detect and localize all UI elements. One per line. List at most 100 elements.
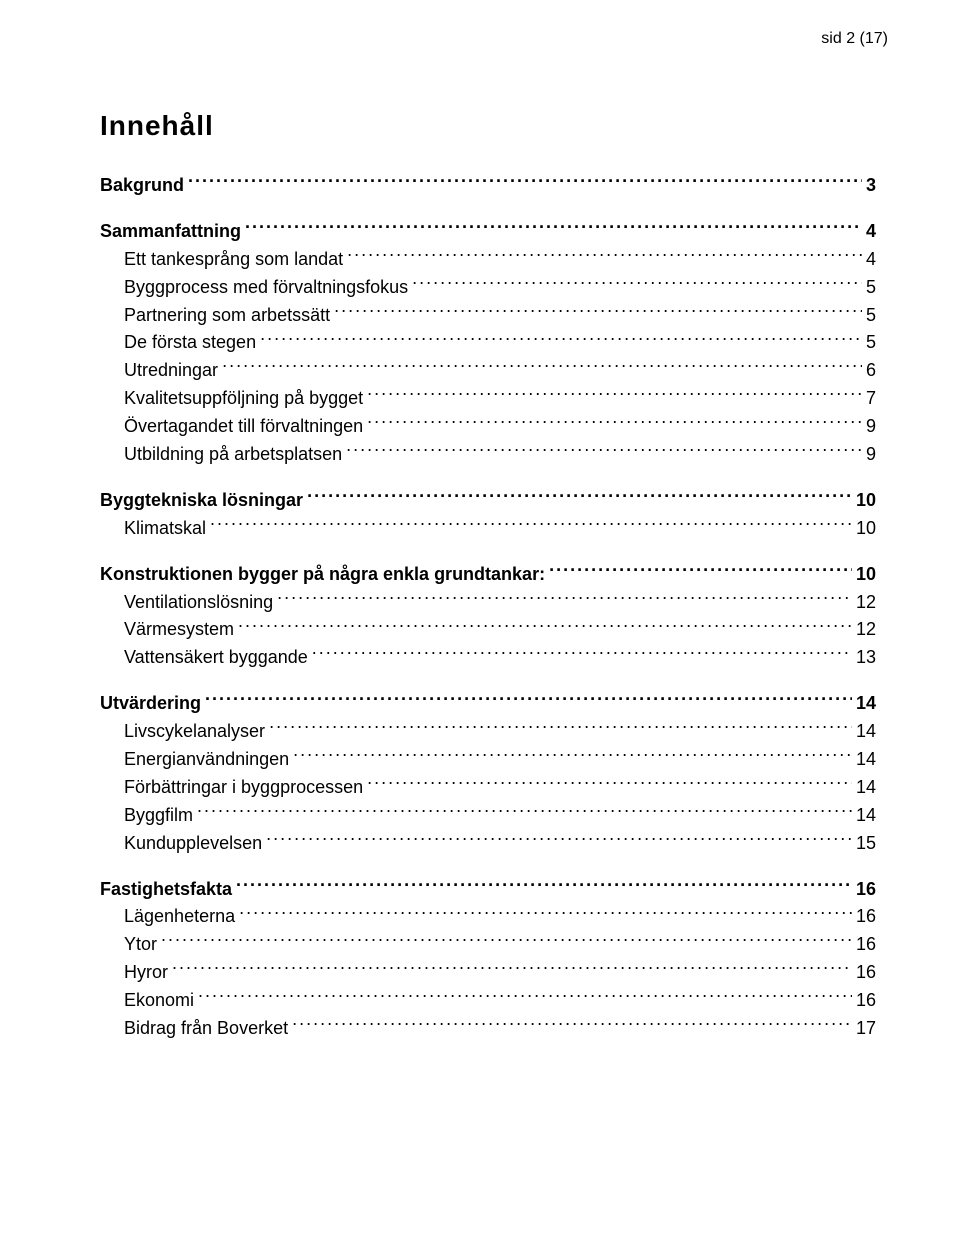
toc-entry: Kundupplevelsen 15 [100,830,876,858]
toc-entry-page: 17 [856,1015,876,1043]
toc-entry-label: Konstruktionen bygger på några enkla gru… [100,561,545,589]
toc-entry-page: 6 [866,357,876,385]
toc-leader-dots [367,775,852,793]
toc-entry-page: 13 [856,644,876,672]
toc-entry: Utvärdering 14 [100,690,876,718]
toc-entry-page: 16 [856,987,876,1015]
toc-entry: Bakgrund 3 [100,172,876,200]
toc-entry-label: Partnering som arbetssätt [124,302,330,330]
toc-leader-dots [266,831,852,849]
toc-entry: Byggtekniska lösningar 10 [100,487,876,515]
toc-entry-label: Kundupplevelsen [124,830,262,858]
toc-entry-label: Utredningar [124,357,218,385]
toc-entry-label: Lägenheterna [124,903,235,931]
toc-entry-label: Bidrag från Boverket [124,1015,288,1043]
toc-entry-label: Energianvändningen [124,746,289,774]
toc-title: Innehåll [100,110,876,142]
toc-entry: Fastighetsfakta 16 [100,876,876,904]
toc-entry-label: Vattensäkert byggande [124,644,308,672]
toc-entry: Lägenheterna 16 [100,903,876,931]
toc-entry-label: Hyror [124,959,168,987]
toc-entry-page: 16 [856,931,876,959]
toc-entry-label: Förbättringar i byggprocessen [124,774,363,802]
toc-entry-page: 10 [856,487,876,515]
toc-entry: Vattensäkert byggande 13 [100,644,876,672]
toc-entry-page: 9 [866,413,876,441]
toc-leader-dots [549,562,852,580]
toc-entry-page: 14 [856,718,876,746]
toc-leader-dots [197,803,852,821]
toc-entry-page: 5 [866,302,876,330]
toc-entry-page: 16 [856,903,876,931]
toc-entry: Förbättringar i byggprocessen 14 [100,774,876,802]
toc-leader-dots [269,719,852,737]
toc-leader-dots [172,960,852,978]
toc-entry-label: Utvärdering [100,690,201,718]
toc-entry: Energianvändningen 14 [100,746,876,774]
toc-entry-label: Ytor [124,931,157,959]
toc-entry-label: Ventilationslösning [124,589,273,617]
toc-leader-dots [367,414,862,432]
toc-entry: Partnering som arbetssätt 5 [100,302,876,330]
toc-leader-dots [210,516,852,534]
toc-entry-label: Ekonomi [124,987,194,1015]
toc-entry-page: 9 [866,441,876,469]
toc-entry-label: Ett tankesprång som landat [124,246,343,274]
toc-entry-label: Sammanfattning [100,218,241,246]
toc-leader-dots [312,645,852,663]
toc-entry-page: 16 [856,876,876,904]
toc-entry: Klimatskal 10 [100,515,876,543]
toc-leader-dots [198,988,852,1006]
toc-entry-page: 10 [856,561,876,589]
toc-leader-dots [245,219,862,237]
toc-leader-dots [293,747,852,765]
toc-entry-label: Byggfilm [124,802,193,830]
toc-entry-page: 3 [866,172,876,200]
toc-leader-dots [292,1016,852,1034]
toc-entry: De första stegen5 [100,329,876,357]
toc-leader-dots [238,617,852,635]
toc-entry: Bidrag från Boverket 17 [100,1015,876,1043]
toc-entry: Värmesystem12 [100,616,876,644]
toc-entry-label: Bakgrund [100,172,184,200]
toc-entry-label: Byggprocess med förvaltningsfokus [124,274,408,302]
toc-leader-dots [239,904,852,922]
toc-entry-page: 14 [856,774,876,802]
toc-entry-label: Övertagandet till förvaltningen [124,413,363,441]
toc-entry: Byggfilm14 [100,802,876,830]
toc-leader-dots [307,488,852,506]
toc-entry-page: 4 [866,218,876,246]
toc-entry: Övertagandet till förvaltningen 9 [100,413,876,441]
toc-entry: Byggprocess med förvaltningsfokus 5 [100,274,876,302]
toc-entry-page: 7 [866,385,876,413]
toc-entry-page: 16 [856,959,876,987]
toc-entry: Utredningar 6 [100,357,876,385]
toc-leader-dots [347,247,862,265]
toc-entry: Livscykelanalyser 14 [100,718,876,746]
toc-entry-page: 14 [856,690,876,718]
toc-entry: Ekonomi 16 [100,987,876,1015]
toc-entry-page: 5 [866,329,876,357]
toc-entry-page: 14 [856,746,876,774]
toc-leader-dots [277,590,852,608]
toc-leader-dots [205,691,852,709]
toc-leader-dots [412,275,862,293]
toc-entry: Ett tankesprång som landat 4 [100,246,876,274]
toc-entry-page: 15 [856,830,876,858]
toc-leader-dots [188,173,862,191]
toc-leader-dots [346,442,862,460]
toc-entry-label: Klimatskal [124,515,206,543]
toc-entry-page: 5 [866,274,876,302]
toc-entry-label: Fastighetsfakta [100,876,232,904]
toc-entry: Sammanfattning 4 [100,218,876,246]
toc-entry-label: Byggtekniska lösningar [100,487,303,515]
toc-leader-dots [236,877,852,895]
toc-entry-label: Utbildning på arbetsplatsen [124,441,342,469]
toc-entry-label: Värmesystem [124,616,234,644]
toc-entry-page: 4 [866,246,876,274]
toc-container: Innehåll Bakgrund3Sammanfattning4Ett tan… [0,0,960,1043]
toc-entry: Utbildning på arbetsplatsen 9 [100,441,876,469]
toc-entry-page: 10 [856,515,876,543]
toc-entry: Konstruktionen bygger på några enkla gru… [100,561,876,589]
toc-entry-label: Livscykelanalyser [124,718,265,746]
